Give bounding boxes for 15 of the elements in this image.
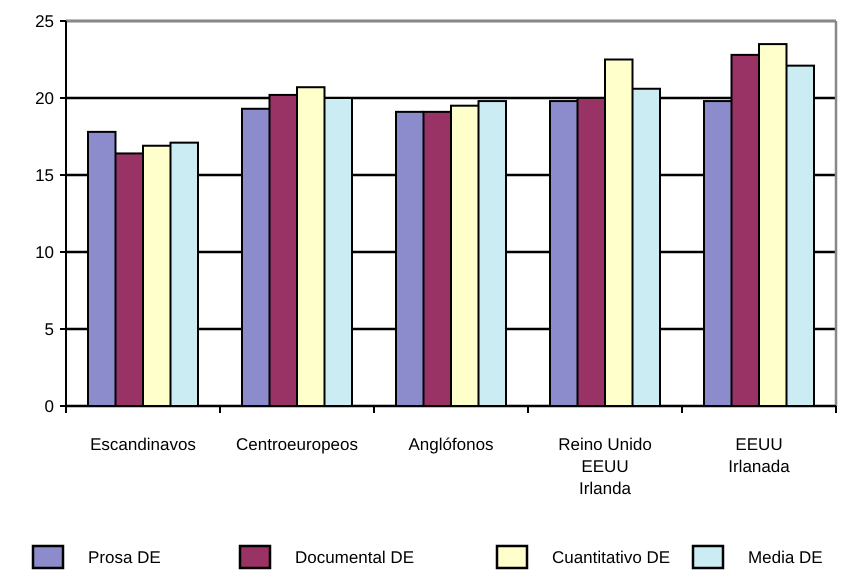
x-tick-label: Centroeuropeos: [236, 435, 358, 454]
x-tick-label: EEUU Irlanada: [728, 435, 790, 476]
y-tick-label: 25: [35, 12, 54, 31]
y-tick-label: 10: [35, 242, 54, 262]
y-tick-label: 5: [44, 320, 54, 339]
legend-label: Prosa DE: [88, 548, 161, 567]
legend-label: Cuantitativo DE: [552, 548, 670, 567]
y-tick-label: 15: [35, 166, 54, 185]
y-tick-label: 0: [44, 396, 54, 416]
y-tick-label: 20: [35, 88, 54, 108]
x-tick-label: Reino Unido EEUU Irlanda: [558, 435, 652, 498]
legend-label: Media DE: [748, 548, 823, 567]
x-tick-label: Escandinavos: [90, 435, 196, 454]
x-tick-label: Anglófonos: [408, 435, 494, 454]
legend-label: Documental DE: [295, 548, 414, 567]
